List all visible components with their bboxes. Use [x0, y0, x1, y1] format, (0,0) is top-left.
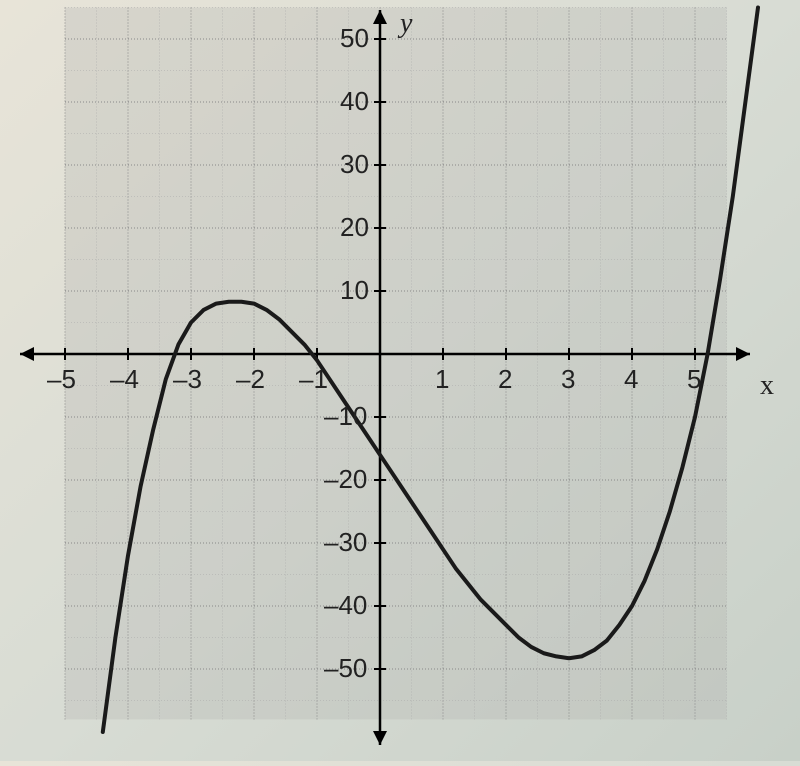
- x-tick-label: –4: [110, 364, 139, 395]
- x-tick-label: 5: [687, 364, 701, 395]
- x-tick-label: –2: [236, 364, 265, 395]
- y-tick-label: –10: [324, 401, 367, 432]
- y-tick-label: –50: [324, 653, 367, 684]
- y-tick-label: 40: [340, 86, 369, 117]
- x-tick-label: –1: [299, 364, 328, 395]
- y-axis-label: y: [400, 8, 412, 40]
- y-tick-label: –40: [324, 590, 367, 621]
- x-tick-label: –5: [47, 364, 76, 395]
- x-tick-label: –3: [173, 364, 202, 395]
- x-tick-label: 4: [624, 364, 638, 395]
- y-tick-label: –30: [324, 527, 367, 558]
- y-tick-label: –20: [324, 464, 367, 495]
- y-tick-label: 30: [340, 149, 369, 180]
- y-tick-label: 10: [340, 275, 369, 306]
- x-tick-label: 3: [561, 364, 575, 395]
- x-axis-label: x: [760, 370, 774, 402]
- x-tick-label: 1: [435, 364, 449, 395]
- x-tick-label: 2: [498, 364, 512, 395]
- y-tick-label: 50: [340, 23, 369, 54]
- y-tick-label: 20: [340, 212, 369, 243]
- chart-container: y x –5 –4 –3 –2 –1 1 2 3 4 5 –50 –40 –30 –20 –10 10 20 30…: [0, 0, 800, 761]
